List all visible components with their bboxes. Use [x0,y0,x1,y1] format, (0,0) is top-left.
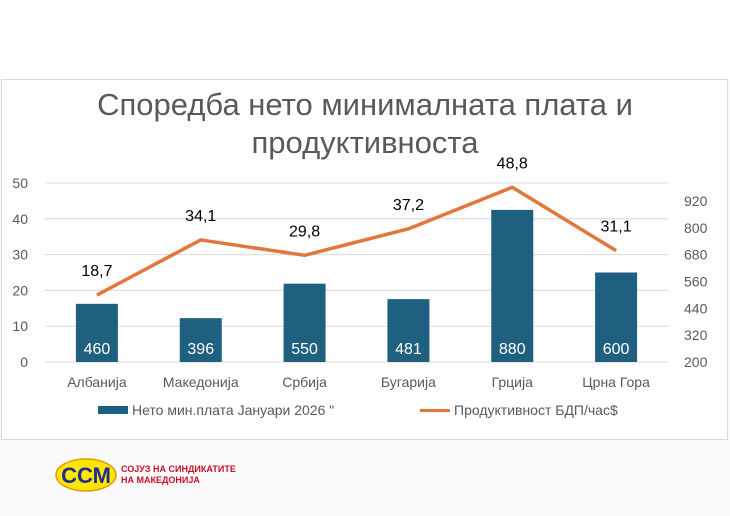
bar-data-label: 481 [395,341,422,358]
category-label: Албанија [67,374,127,390]
legend-item-line: Продуктивност БДП/час$ [420,402,618,418]
left-axis-tick: 30 [12,247,28,263]
bar-data-label: 600 [603,341,630,358]
left-axis-tick: 0 [20,354,28,370]
category-label: Србија [282,374,327,390]
line-data-label: 31,1 [601,219,632,236]
logo-line-1: СОЈУЗ НА СИНДИКАТИТЕ [121,464,236,474]
bar-data-label: 550 [291,341,318,358]
bar [491,209,534,362]
left-axis-tick: 10 [12,318,28,334]
line-data-label: 37,2 [393,197,424,214]
bar [75,303,118,362]
bar [595,272,638,362]
bar-data-label: 396 [187,341,214,358]
right-axis-tick: 800 [684,220,708,236]
title-line-2: продуктивноста [251,125,479,160]
legend-label-line: Продуктивност БДП/час$ [454,402,618,418]
category-label: Македонија [163,374,239,390]
left-axis-tick: 20 [12,282,28,298]
right-axis-tick: 680 [684,247,708,263]
legend-swatch-line [420,408,450,412]
line-data-label: 18,7 [81,263,112,280]
line-data-label: 48,8 [497,155,528,172]
bar [283,283,326,362]
line-data-label: 34,1 [185,208,216,225]
left-axis-tick: 50 [12,175,28,191]
right-axis-tick: 560 [684,273,708,289]
bar [387,299,430,362]
category-label: Грција [492,374,534,390]
legend-label-bars: Нето мин.плата Јануари 2026 " [132,402,335,418]
logo-line-2: НА МАКЕДОНИЈА [121,475,200,485]
line-data-label: 29,8 [289,223,320,240]
category-label: Црна Гора [582,374,650,390]
page-header-blank [0,0,730,79]
title-line-1: Споредба нето минималната плата и [97,87,633,122]
svg-text:ССМ: ССМ [61,463,111,488]
legend-swatch-bar [98,406,128,414]
ssm-logo-mark: ССМ [55,458,117,492]
category-label: Бугарија [381,374,436,390]
right-axis-tick: 920 [684,193,708,209]
productivity-line [96,185,617,297]
ssm-logo: ССМ СОЈУЗ НА СИНДИКАТИТЕ НА МАКЕДОНИЈА [55,458,236,492]
bar-data-label: 460 [84,341,111,358]
right-axis-tick: 200 [684,354,708,370]
right-axis-tick: 440 [684,300,708,316]
bar [179,318,222,362]
right-axis-tick: 320 [684,327,708,343]
legend-item-bars: Нето мин.плата Јануари 2026 " [98,402,334,418]
bar-data-label: 880 [499,341,526,358]
chart-title: Споредба нето минималната плата и продук… [0,86,730,162]
chart-frame [1,79,728,440]
left-axis-tick: 40 [12,211,28,227]
